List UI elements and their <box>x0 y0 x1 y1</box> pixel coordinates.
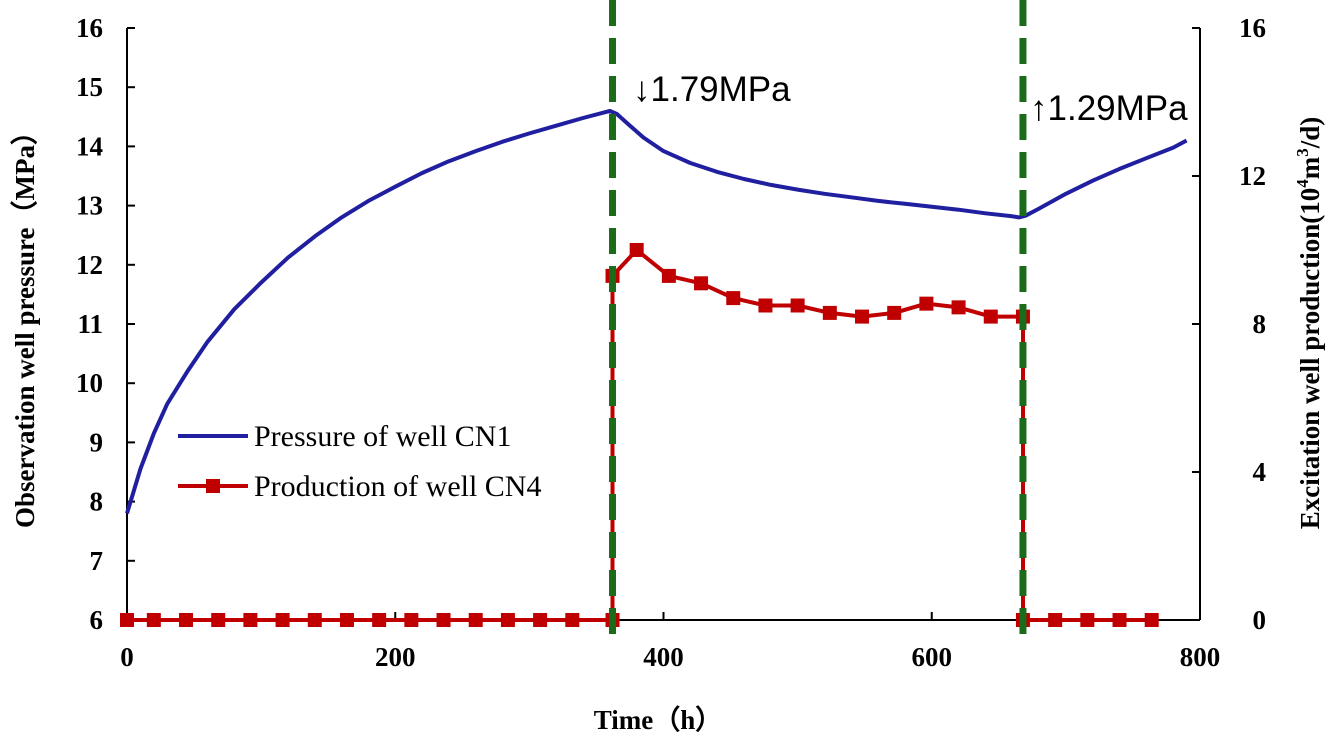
x-tick-label: 800 <box>1180 642 1221 672</box>
data-point <box>275 613 290 627</box>
y2-tick-label: 0 <box>1253 605 1267 635</box>
y-tick-label: 14 <box>76 131 103 161</box>
data-point <box>1144 613 1159 627</box>
y-tick-label: 8 <box>90 487 104 517</box>
data-point <box>758 298 773 313</box>
data-point <box>120 613 134 627</box>
x-tick-label: 200 <box>375 642 416 672</box>
x-axis-title: Time（h） <box>594 705 723 735</box>
data-point <box>500 613 515 627</box>
y-tick-label: 12 <box>76 250 103 280</box>
data-point <box>1112 613 1127 627</box>
y2-title-sup1: 4 <box>1293 179 1312 188</box>
data-point <box>436 613 451 627</box>
data-point <box>822 305 837 320</box>
data-point <box>404 613 419 627</box>
annotation-rise: ↑1.29MPa <box>1030 89 1188 128</box>
annotation-drop: ↓1.79MPa <box>633 70 791 109</box>
data-point <box>1080 613 1095 627</box>
data-point <box>339 613 354 627</box>
data-point <box>790 298 805 313</box>
series-line-1 <box>125 108 1188 514</box>
data-point <box>565 613 580 627</box>
data-point <box>951 300 966 315</box>
data-point <box>468 613 483 627</box>
y2-tick-label: 4 <box>1253 457 1267 487</box>
y-tick-label: 6 <box>90 605 104 635</box>
y-tick-label: 10 <box>76 368 103 398</box>
y-tick-label: 16 <box>76 13 103 43</box>
legend-swatch-marker <box>206 479 220 493</box>
data-point <box>694 276 709 291</box>
y-axis-right: 0 4 8 12 16 <box>1192 13 1266 635</box>
series-layer <box>120 108 1188 627</box>
data-point <box>1048 613 1063 627</box>
y-tick-label: 11 <box>77 309 103 339</box>
y2-tick-label: 8 <box>1253 309 1267 339</box>
legend-label: Pressure of well CN1 <box>254 420 511 453</box>
data-point <box>983 309 998 324</box>
y2-title-part3: /d) <box>1295 117 1325 150</box>
x-axis: 0 200 400 600 800 <box>120 612 1220 672</box>
y2-tick-label: 12 <box>1239 161 1266 191</box>
data-point <box>661 268 676 283</box>
data-point <box>243 613 258 627</box>
x-tick-label: 600 <box>912 642 953 672</box>
data-point <box>887 305 902 320</box>
data-point <box>629 243 644 257</box>
vline-layer <box>609 0 1027 638</box>
y2-tick-label: 16 <box>1239 13 1266 43</box>
x-tick-label: 0 <box>120 642 134 672</box>
data-point <box>146 613 161 627</box>
y-tick-label: 15 <box>76 72 103 102</box>
y-tick-label: 9 <box>90 427 104 457</box>
data-point <box>919 296 934 311</box>
y2-title-sup2: 3 <box>1293 148 1312 157</box>
x-tick-label: 400 <box>643 642 684 672</box>
legend-label: Production of well CN4 <box>254 470 541 503</box>
data-point <box>179 613 194 627</box>
data-point <box>372 613 387 627</box>
y-tick-label: 13 <box>76 191 103 221</box>
y-axis-left-title: Observation well pressure（MPa） <box>10 118 40 528</box>
y2-title-part2: m <box>1295 156 1325 179</box>
y2-title-part1: Excitation well production(10 <box>1295 188 1325 530</box>
y-tick-label: 7 <box>90 546 104 576</box>
y-axis-right-title: Excitation well production(104m3/d) <box>1293 117 1325 530</box>
y-axis-left: 6 7 8 9 10 11 12 13 14 15 16 <box>76 13 135 635</box>
legend: Pressure of well CN1 Production of well C… <box>178 420 541 503</box>
data-point <box>855 309 870 324</box>
data-point <box>533 613 548 627</box>
data-point <box>211 613 226 627</box>
data-point <box>726 291 741 306</box>
data-point <box>307 613 322 627</box>
